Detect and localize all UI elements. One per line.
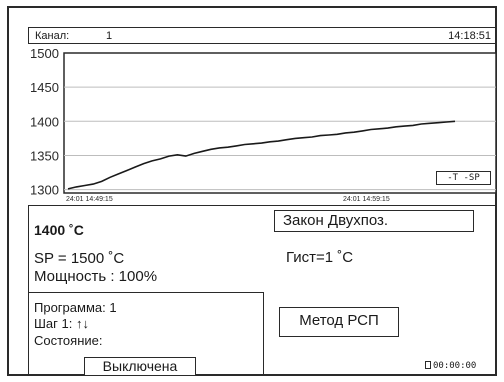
- timer-display: 00:00:00: [425, 361, 476, 371]
- program-number: Программа: 1: [34, 300, 117, 315]
- timer-value: 00:00:00: [433, 361, 477, 371]
- x-tick-label: 24:01 14:49:15: [66, 196, 113, 203]
- temperature-chart: 1500 1450 1400 1350 1300 24:01 14:49:15 24:01…: [0, 44, 504, 204]
- temperature-series: [67, 120, 456, 190]
- step-line: Шаг 1: ↑↓: [34, 316, 89, 331]
- setpoint-readout: SP = 1500 ˚C: [34, 250, 125, 267]
- timer-icon: [425, 361, 431, 369]
- y-tick-label: 1500: [30, 46, 59, 61]
- state-label: Состояние:: [34, 333, 103, 348]
- channel-header: Канал: 1 14:18:51: [28, 27, 496, 44]
- power-readout: Мощность : 100%: [34, 268, 158, 285]
- chart-legend: -T -SP: [436, 171, 491, 185]
- clock-time: 14:18:51: [448, 30, 491, 42]
- x-tick-label: 24:01 14:59:15: [343, 196, 390, 203]
- method-selector[interactable]: Метод РСП: [279, 307, 399, 337]
- chart-svg: 1500 1450 1400 1350 1300 24:01 14:49:15 24:01…: [30, 46, 497, 203]
- y-tick-label: 1350: [30, 148, 59, 163]
- hysteresis-readout: Гист=1 ˚C: [286, 249, 354, 266]
- channel-label: Канал:: [35, 30, 70, 42]
- y-tick-label: 1300: [30, 183, 59, 198]
- y-tick-label: 1400: [30, 114, 59, 129]
- state-toggle-button[interactable]: Выключена: [84, 357, 196, 376]
- y-tick-label: 1450: [30, 80, 59, 95]
- control-law-selector[interactable]: Закон Двухпоз.: [274, 210, 474, 232]
- channel-value: 1: [106, 30, 113, 42]
- current-temperature: 1400 ˚C: [34, 222, 84, 238]
